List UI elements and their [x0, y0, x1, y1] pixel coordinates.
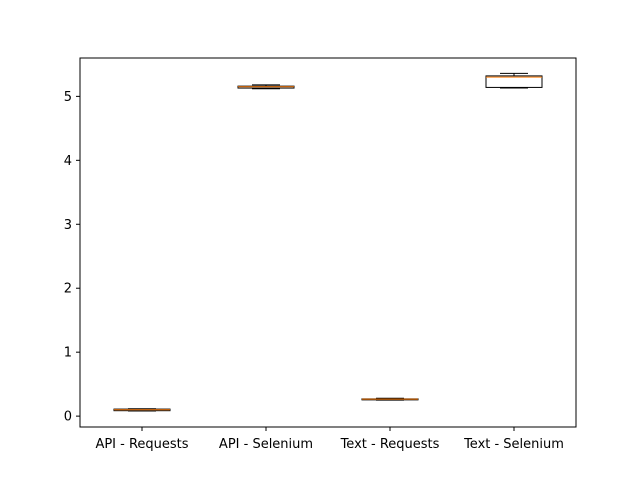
boxes-layer — [113, 72, 543, 412]
y-tick-label: 5 — [64, 90, 72, 105]
axes-frame — [79, 57, 577, 428]
x-tick-label: API - Selenium — [219, 437, 313, 452]
y-tick-label: 2 — [64, 282, 72, 297]
y-tick-label: 3 — [64, 218, 72, 233]
box-1 — [237, 84, 295, 90]
box-3 — [485, 72, 543, 89]
box-body — [485, 75, 543, 88]
x-axis: API - Requests API - Selenium Text - Reque… — [95, 427, 564, 452]
y-axis: 0 1 2 3 4 5 — [64, 90, 80, 425]
plot-area — [80, 58, 576, 427]
x-tick-label: API - Requests — [95, 437, 188, 452]
x-tick-label: Text - Requests — [340, 437, 440, 452]
box-0 — [113, 408, 171, 412]
y-tick-label: 0 — [64, 410, 72, 425]
x-tick-label: Text - Selenium — [463, 437, 564, 452]
box-2 — [361, 397, 419, 401]
y-tick-label: 4 — [64, 154, 72, 169]
y-tick-label: 1 — [64, 346, 72, 361]
